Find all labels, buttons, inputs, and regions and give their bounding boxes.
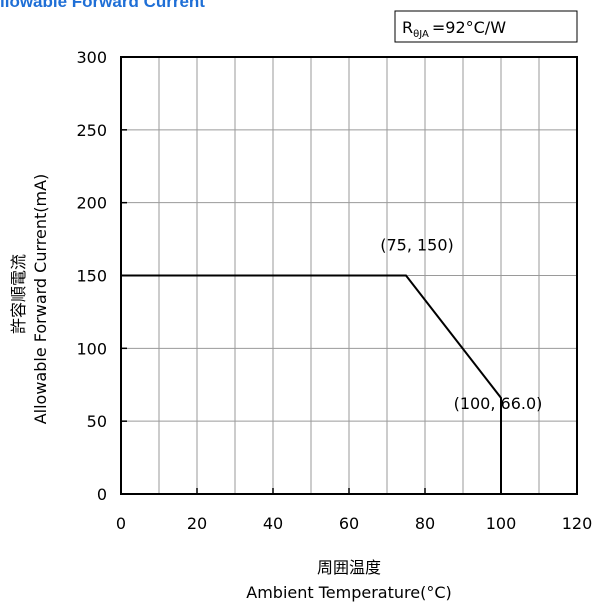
x-axis-label-jp: 周囲温度: [317, 558, 381, 577]
x-axis-label: Ambient Temperature(°C): [246, 583, 451, 602]
y-tick-labels: 0 50 100 150 200 250 300: [76, 48, 107, 504]
x-tick-label: 0: [116, 514, 126, 533]
y-tick-label: 50: [87, 412, 107, 431]
y-tick-label: 0: [97, 485, 107, 504]
data-point-annotation: (100, 66.0): [454, 394, 543, 413]
x-tick-label: 20: [187, 514, 207, 533]
y-tick-label: 300: [76, 48, 107, 67]
annotation-layer: (75, 150) (100, 66.0): [380, 236, 542, 413]
series-layer: [121, 274, 502, 494]
y-tick-label: 150: [76, 267, 107, 286]
parameter-label: RθJA =92°C/W: [402, 18, 506, 40]
x-tick-label: 100: [486, 514, 517, 533]
x-tick-label: 60: [339, 514, 359, 533]
y-axis-label-jp: 許容順電流: [9, 254, 28, 334]
parameter-subscript: θJA: [413, 29, 429, 40]
y-tick-label: 100: [76, 339, 107, 358]
y-tick-label: 250: [76, 121, 107, 140]
x-tick-labels: 0 20 40 60 80 100 120: [116, 514, 592, 533]
series-line: [121, 274, 502, 494]
x-tick-label: 120: [562, 514, 593, 533]
parameter-value: =92°C/W: [432, 18, 506, 37]
chart-title: llowable Forward Current: [0, 0, 205, 11]
parameter-prefix: R: [402, 18, 413, 37]
x-tick-label: 80: [415, 514, 435, 533]
x-tick-label: 40: [263, 514, 283, 533]
y-axis-label: Allowable Forward Current(mA): [31, 174, 50, 425]
parameter-box: RθJA =92°C/W: [394, 10, 578, 43]
y-tick-label: 200: [76, 194, 107, 213]
data-point-annotation: (75, 150): [380, 236, 454, 255]
